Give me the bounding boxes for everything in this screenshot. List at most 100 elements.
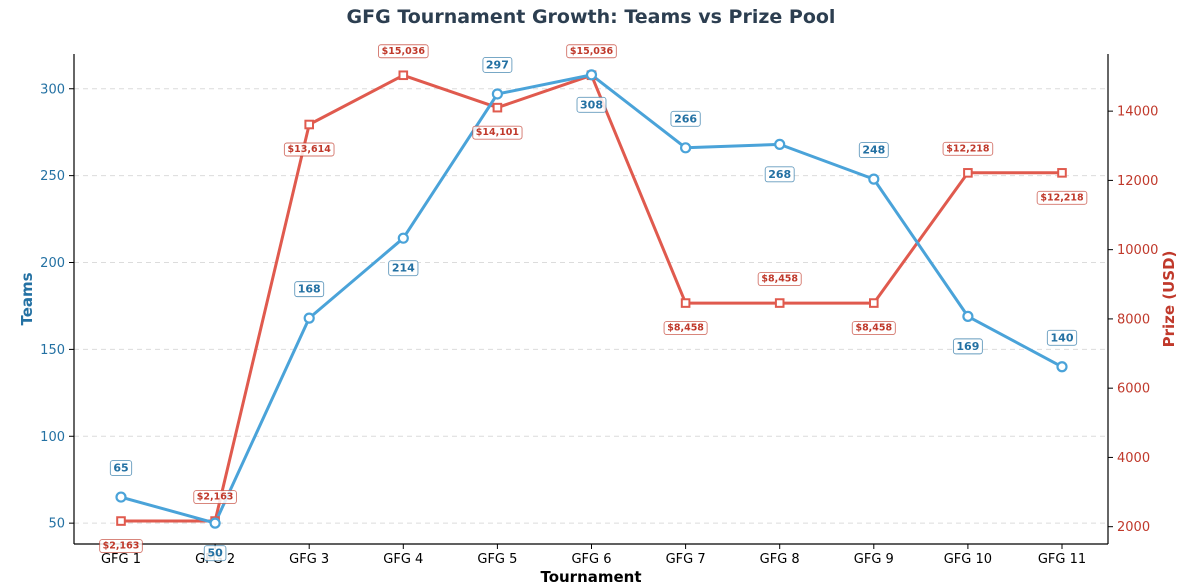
teams-data-label-group: 168 [294, 281, 325, 298]
prize-point [774, 298, 785, 308]
prize-data-label-group: $8,458 [851, 321, 896, 336]
left-axis-title: Teams [18, 272, 36, 325]
teams-data-label-group: 169 [952, 338, 983, 355]
prize-data-label-box [193, 490, 237, 504]
teams-data-label-box [388, 260, 419, 277]
prize-data-label-group: $15,036 [378, 44, 429, 59]
right-tick-label: 12000 [1117, 174, 1158, 189]
prize-data-label: $14,101 [476, 127, 519, 138]
teams-data-label-box [294, 281, 325, 298]
prize-point [680, 298, 691, 308]
teams-data-label: 214 [392, 262, 415, 275]
left-tick-label: 300 [40, 82, 65, 97]
prize-point [1057, 168, 1067, 178]
teams-point [397, 232, 409, 244]
prize-point [492, 102, 503, 113]
teams-data-label: 308 [580, 98, 603, 111]
prize-data-label-box [1036, 190, 1088, 205]
prize-data-label-box [942, 141, 994, 156]
teams-point [115, 491, 127, 503]
teams-point [209, 517, 221, 529]
teams-data-label-group: 248 [858, 142, 889, 159]
gridlines [74, 88, 1108, 524]
prize-data-label-group: $15,036 [566, 44, 617, 59]
teams-data-label-group: 308 [576, 96, 607, 113]
left-tick-label: 150 [40, 343, 65, 358]
prize-point [398, 70, 409, 81]
prize-line [119, 73, 1064, 523]
prize-data-label: $2,163 [197, 492, 234, 503]
prize-data-label: $12,218 [946, 143, 990, 154]
prize-data-label: $8,458 [667, 323, 704, 334]
teams-data-label: 268 [768, 168, 791, 181]
x-tick-label: GFG 4 [383, 552, 423, 567]
data-labels: 65 50 168 214 297 308 266 268 248 169 140 $2,163 $2,… [99, 44, 1088, 562]
x-axis-title: Tournament [540, 568, 641, 586]
prize-data-label-box [566, 44, 617, 59]
x-tick-label: GFG 7 [666, 552, 706, 567]
teams-data-label-box [858, 142, 889, 159]
prize-data-label: $15,036 [570, 46, 614, 57]
left-tick-label: 100 [40, 430, 65, 445]
x-tick-label: GFG 5 [477, 552, 517, 567]
teams-data-label-box [764, 166, 795, 183]
teams-point [679, 142, 692, 154]
prize-point [869, 298, 879, 308]
teams-data-label: 140 [1051, 331, 1074, 344]
teams-point [491, 88, 503, 100]
prize-data-label: $13,614 [288, 144, 332, 155]
prize-data-label-group: $2,163 [99, 539, 143, 553]
series [115, 69, 1068, 529]
prize-data-label-group: $14,101 [472, 125, 523, 140]
teams-line [119, 73, 1064, 525]
right-tick-label: 4000 [1117, 451, 1150, 466]
prize-point [963, 168, 973, 178]
prize-data-label-group: $8,458 [663, 321, 708, 336]
right-tick-label: 6000 [1117, 382, 1150, 397]
x-tick-label: GFG 10 [944, 552, 992, 567]
x-tick-label: GFG 3 [289, 552, 329, 567]
prize-data-label-box [472, 125, 523, 140]
prize-data-label-box [378, 44, 429, 59]
right-axis-title: Prize (USD) [1160, 251, 1178, 348]
right-tick-label: 14000 [1117, 105, 1158, 120]
prize-data-label-box [663, 321, 708, 336]
right-tick-label: 2000 [1117, 520, 1150, 535]
teams-point [585, 69, 598, 81]
prize-data-label-box [757, 272, 802, 287]
teams-data-label: 50 [207, 547, 223, 560]
teams-point [868, 173, 880, 185]
x-tick-label: GFG 8 [760, 552, 800, 567]
teams-point [962, 310, 974, 322]
teams-data-label-box [952, 338, 983, 355]
teams-data-label-box [1046, 329, 1078, 346]
teams-data-label: 65 [113, 462, 128, 475]
teams-data-label: 266 [674, 112, 697, 125]
prize-point [116, 516, 126, 526]
prize-data-label: $8,458 [855, 323, 892, 334]
prize-data-label-box [283, 142, 335, 157]
teams-data-label-group: 65 [109, 460, 133, 477]
prize-data-label: $2,163 [103, 541, 140, 552]
prize-data-label-box [99, 539, 143, 553]
chart-title: GFG Tournament Growth: Teams vs Prize Po… [347, 6, 836, 28]
teams-data-label-group: 266 [670, 110, 701, 127]
teams-data-label-box [482, 57, 513, 73]
teams-data-label-group: 214 [388, 260, 419, 277]
teams-data-label-group: 268 [764, 166, 795, 183]
prize-data-label-group: $12,218 [1036, 190, 1088, 205]
left-tick-label: 50 [48, 517, 65, 532]
teams-data-label-box [576, 96, 607, 113]
teams-data-label-group: 50 [203, 545, 227, 562]
teams-data-label-box [670, 110, 701, 127]
prize-data-label-group: $12,218 [942, 141, 994, 156]
teams-data-label: 168 [298, 283, 321, 296]
teams-data-label-box [109, 460, 133, 477]
left-tick-label: 250 [40, 169, 65, 184]
x-tick-label: GFG 1 [101, 552, 141, 567]
x-tick-label: GFG 6 [571, 552, 611, 567]
axes: 50 100 150 200 250 300 2000 4000 6000 8000 10000 12… [40, 54, 1158, 567]
prize-data-label-group: $8,458 [757, 272, 802, 287]
teams-data-label-box [203, 545, 227, 562]
